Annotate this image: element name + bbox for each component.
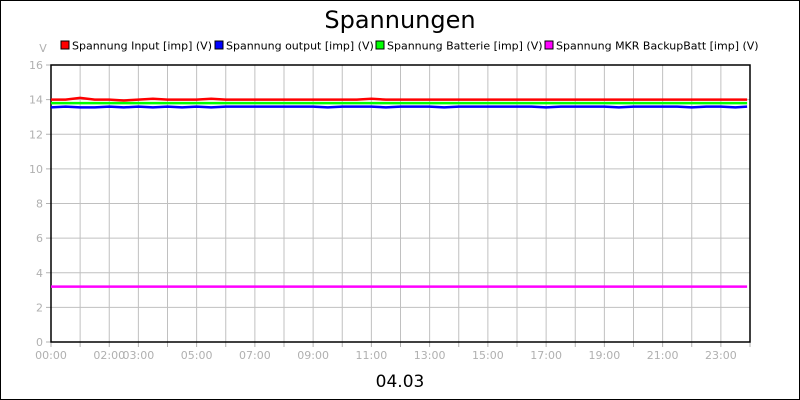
y-tick-label: 0 xyxy=(36,336,43,349)
legend-label: Spannung output [imp] (V) xyxy=(226,40,374,53)
series-line xyxy=(51,96,748,102)
y-tick-label: 6 xyxy=(36,232,43,245)
legend-label: Spannung MKR BackupBatt [imp] (V) xyxy=(556,40,759,53)
y-tick-label: 8 xyxy=(36,198,43,211)
y-tick-label: 10 xyxy=(29,163,43,176)
x-tick-label: 03:00 xyxy=(123,349,155,362)
x-tick-label: 17:00 xyxy=(530,349,562,362)
x-tick-label: 02:00 xyxy=(93,349,125,362)
x-tick-label: 09:00 xyxy=(297,349,329,362)
y-axis-unit: V xyxy=(39,42,47,55)
x-tick-label: 13:00 xyxy=(414,349,446,362)
x-tick-label: 11:00 xyxy=(356,349,388,362)
legend-label: Spannung Input [imp] (V) xyxy=(72,40,212,53)
y-tick-label: 2 xyxy=(36,301,43,314)
legend-swatch xyxy=(214,40,224,50)
x-tick-label: 21:00 xyxy=(647,349,679,362)
x-tick-label: 07:00 xyxy=(239,349,271,362)
y-tick-label: 16 xyxy=(29,59,43,72)
x-tick-label: 23:00 xyxy=(705,349,737,362)
x-tick-label: 19:00 xyxy=(589,349,621,362)
y-tick-label: 12 xyxy=(29,128,43,141)
y-tick-label: 4 xyxy=(36,267,43,280)
x-tick-label: 15:00 xyxy=(472,349,504,362)
legend-swatch xyxy=(375,40,385,50)
plot-frame xyxy=(50,64,751,343)
x-axis-label: 04.03 xyxy=(376,372,425,392)
legend-label: Spannung Batterie [imp] (V) xyxy=(387,40,543,53)
chart-title: Spannungen xyxy=(324,6,475,34)
legend-swatch xyxy=(544,40,554,50)
x-tick-label: 00:00 xyxy=(35,349,67,362)
x-tick-label: 05:00 xyxy=(181,349,213,362)
series-line xyxy=(50,105,748,109)
legend-swatch xyxy=(60,40,70,50)
y-tick-label: 14 xyxy=(29,94,43,107)
